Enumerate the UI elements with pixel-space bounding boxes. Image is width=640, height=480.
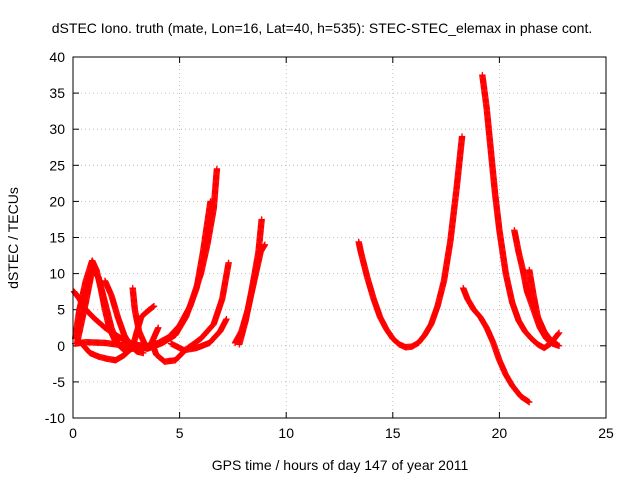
x-axis-label: GPS time / hours of day 147 of year 2011 bbox=[212, 457, 469, 473]
x-tick-label: 25 bbox=[598, 425, 614, 441]
data-point bbox=[553, 341, 561, 348]
series-9 bbox=[167, 315, 230, 354]
series-14 bbox=[479, 71, 563, 352]
data-point bbox=[213, 165, 221, 173]
series-15 bbox=[511, 227, 563, 349]
series-13 bbox=[459, 284, 533, 406]
series-11 bbox=[236, 216, 265, 348]
y-tick-label: 30 bbox=[49, 121, 65, 137]
plot-frame bbox=[72, 56, 607, 419]
x-tick-label: 0 bbox=[69, 425, 77, 441]
chart-title: dSTEC Iono. truth (mate, Lon=16, Lat=40,… bbox=[52, 20, 592, 36]
data-point bbox=[150, 303, 157, 310]
data-point bbox=[526, 398, 533, 406]
y-tick-label: -5 bbox=[53, 374, 66, 390]
series-8 bbox=[148, 259, 232, 365]
y-tick-label: 20 bbox=[49, 193, 65, 209]
series-1 bbox=[70, 165, 221, 349]
data-point bbox=[223, 315, 230, 323]
y-tick-label: 0 bbox=[57, 338, 65, 354]
data-point bbox=[555, 329, 563, 337]
y-tick-label: 25 bbox=[49, 157, 65, 173]
data-point bbox=[258, 216, 265, 223]
series-16 bbox=[526, 266, 561, 348]
y-axis-label: dSTEC / TECUs bbox=[5, 187, 21, 289]
data-point bbox=[261, 241, 269, 248]
data-point bbox=[207, 198, 214, 205]
data-point bbox=[150, 302, 158, 310]
y-tick-label: 5 bbox=[57, 302, 65, 318]
y-tick-label: -10 bbox=[45, 410, 65, 426]
x-tick-label: 10 bbox=[278, 425, 294, 441]
y-tick-label: 35 bbox=[49, 85, 65, 101]
data-series bbox=[70, 71, 563, 406]
data-point bbox=[225, 259, 232, 266]
grid bbox=[73, 57, 606, 418]
y-tick-label: 10 bbox=[49, 266, 65, 282]
y-tick-label: 15 bbox=[49, 230, 65, 246]
x-tick-label: 15 bbox=[385, 425, 401, 441]
y-tick-label: 40 bbox=[49, 49, 65, 65]
series-12 bbox=[355, 133, 466, 351]
x-tick-label: 5 bbox=[176, 425, 184, 441]
x-tick-label: 20 bbox=[492, 425, 508, 441]
series-7 bbox=[71, 198, 214, 352]
data-point bbox=[555, 330, 562, 337]
data-point bbox=[458, 133, 466, 140]
axis-ticks: 0 5 10 15 20 25 -10 -5 0 5 10 15 20 25 30 35 40 bbox=[45, 49, 614, 441]
